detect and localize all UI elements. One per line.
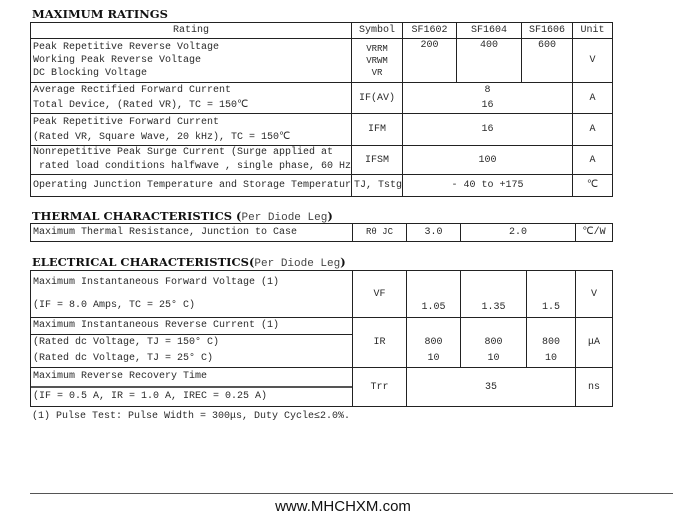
table-row: Nonrepetitive Peak Surge Current (Surge … <box>30 145 613 175</box>
symbol: VRRM <box>366 43 388 54</box>
rating-text: Peak Repetitive Reverse Voltage <box>33 42 220 53</box>
thermal-subtitle: Per Diode Leg <box>241 212 328 224</box>
value: 10 <box>487 353 500 364</box>
footnote: (1) Pulse Test: Pulse Width = 300μs, Dut… <box>32 411 351 422</box>
rating-text: (IF = 8.0 Amps, TC = 25° C) <box>33 300 196 311</box>
symbol: TJ, Tstg <box>351 174 403 197</box>
value: 3.0 <box>406 223 461 242</box>
rating-text: Peak Repetitive Forward Current <box>33 116 220 128</box>
symbol: Trr <box>352 367 407 407</box>
electrical-title-text: ELECTRICAL CHARACTERISTICS <box>32 255 249 269</box>
rating-text: Maximum Instantaneous Forward Voltage (1… <box>33 277 280 288</box>
value: 800 <box>484 337 503 348</box>
rating-text: Maximum Instantaneous Reverse Current (1… <box>33 320 280 331</box>
electrical-title: ELECTRICAL CHARACTERISTICS(Per Diode Leg… <box>32 255 346 270</box>
value: 1.5 <box>526 270 576 318</box>
value: - 40 to +175 <box>402 174 573 197</box>
header-sf1602: SF1602 <box>402 22 457 39</box>
symbol: IFM <box>351 113 403 146</box>
unit: μA <box>575 317 613 368</box>
table-row: Peak Repetitive Forward Current (Rated VR… <box>30 113 613 146</box>
thermal-table: Maximum Thermal Resistance, Junction to … <box>30 223 613 242</box>
unit: A <box>572 113 613 146</box>
value: 35 <box>406 367 576 407</box>
thermal-title-text: THERMAL CHARACTERISTICS <box>32 209 233 223</box>
table-row: Operating Junction Temperature and Stora… <box>30 174 613 197</box>
value: 800 <box>424 337 443 348</box>
symbol: IR <box>352 317 407 368</box>
table-row: Peak Repetitive Reverse Voltage Working P… <box>30 38 613 83</box>
rating-text: Total Device, (Rated VR), TC = 150℃ <box>33 100 249 111</box>
max-ratings-table: Rating Symbol SF1602 SF1604 SF1606 Unit … <box>30 22 613 197</box>
rating-text: Nonrepetitive Peak Surge Current (Surge … <box>33 147 334 158</box>
value: 200 <box>402 38 457 83</box>
value: 2.0 <box>460 223 576 242</box>
rating-text: Working Peak Reverse Voltage <box>33 55 202 66</box>
table-row: Average Rectified Forward Current Total D… <box>30 82 613 114</box>
header-unit: Unit <box>572 22 613 39</box>
header-symbol: Symbol <box>351 22 403 39</box>
rating-text: rated load conditions halfwave , single … <box>33 161 352 172</box>
header-sf1604: SF1604 <box>456 22 522 39</box>
value: 800 <box>541 337 560 348</box>
symbol: VRWM <box>366 55 388 66</box>
table-row: Maximum Thermal Resistance, Junction to … <box>30 223 613 242</box>
value: 400 <box>456 38 522 83</box>
unit: ℃/W <box>575 223 613 242</box>
symbol: VF <box>352 270 407 318</box>
unit: V <box>575 270 613 318</box>
header-sf1606: SF1606 <box>521 22 573 39</box>
rating-text: Maximum Thermal Resistance, Junction to … <box>30 223 353 242</box>
value: 8 <box>484 85 491 96</box>
max-ratings-title: MAXIMUM RATINGS <box>32 7 168 21</box>
unit: ℃ <box>572 174 613 197</box>
rating-text: (Rated dc Voltage, TJ = 150° C) <box>33 337 220 348</box>
symbol: IFSM <box>351 145 403 175</box>
rating-text: (Rated VR, Square Wave, 20 kHz), TC = 15… <box>33 131 291 143</box>
table-header-row: Rating Symbol SF1602 SF1604 SF1606 Unit <box>30 22 613 39</box>
unit: ns <box>575 367 613 407</box>
rating-text: (IF = 0.5 A, IR = 1.0 A, IREC = 0.25 A) <box>33 391 268 402</box>
table-row: Maximum Reverse Recovery Time (IF = 0.5 A… <box>30 367 613 407</box>
rating-text: Operating Junction Temperature and Stora… <box>30 174 352 197</box>
value: 1.35 <box>460 270 527 318</box>
symbol: IF(AV) <box>351 82 403 114</box>
rating-text: DC Blocking Voltage <box>33 68 148 79</box>
rating-text: Maximum Reverse Recovery Time <box>33 371 208 382</box>
electrical-subtitle: Per Diode Leg <box>254 258 341 270</box>
unit: A <box>572 145 613 175</box>
value: 16 <box>481 100 494 111</box>
value: 10 <box>427 353 440 364</box>
symbol: VR <box>371 67 383 78</box>
value: 1.05 <box>406 270 461 318</box>
value: 10 <box>544 353 557 364</box>
website-link[interactable]: www.MHCHXM.com <box>275 498 411 515</box>
electrical-table: Maximum Instantaneous Forward Voltage (1… <box>30 270 613 407</box>
table-row: Maximum Instantaneous Forward Voltage (1… <box>30 270 613 318</box>
footer-divider <box>30 493 673 494</box>
thermal-title: THERMAL CHARACTERISTICS (Per Diode Leg) <box>32 209 333 224</box>
header-rating: Rating <box>30 22 352 39</box>
unit: V <box>572 38 613 83</box>
table-row: Maximum Instantaneous Reverse Current (1… <box>30 317 613 368</box>
value: 600 <box>521 38 573 83</box>
rating-text: (Rated dc Voltage, TJ = 25° C) <box>33 353 214 364</box>
value: 16 <box>402 113 573 146</box>
symbol: Rθ JC <box>352 223 407 242</box>
rating-text: Average Rectified Forward Current <box>33 85 232 96</box>
value: 100 <box>402 145 573 175</box>
unit: A <box>572 82 613 114</box>
